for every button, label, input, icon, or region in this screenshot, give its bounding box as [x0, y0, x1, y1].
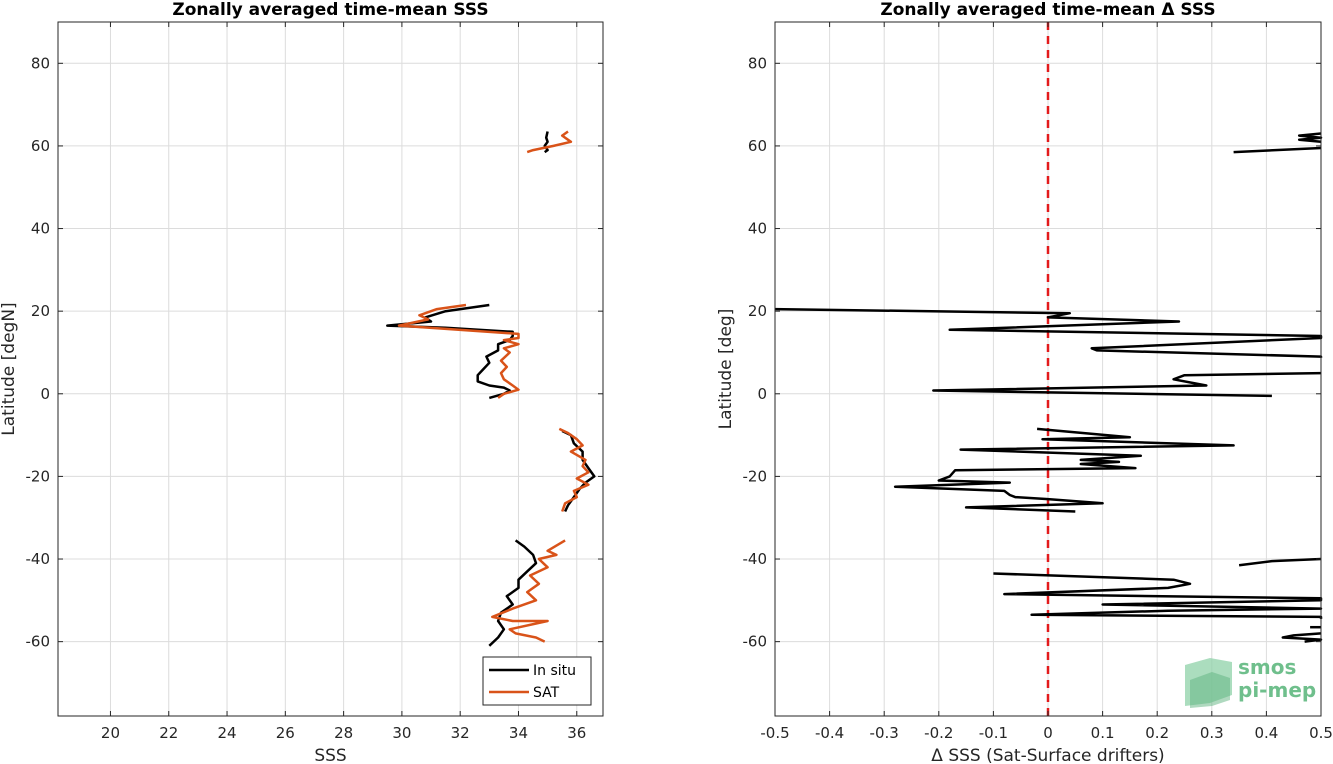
y-tick-label: 40: [31, 220, 50, 238]
in-situ-series-line: [561, 429, 596, 513]
x-tick-label: 28: [334, 724, 353, 742]
y-tick-label: 80: [31, 54, 50, 72]
smos-pimep-logo: smos pi-mep: [1185, 655, 1316, 708]
x-tick-label: 0.1: [1091, 724, 1115, 742]
logo-wave-icon-2: [1190, 672, 1230, 708]
left-grid: [58, 22, 603, 716]
x-tick-label: 32: [451, 724, 470, 742]
x-tick-label: 30: [392, 724, 411, 742]
y-tick-label: -40: [743, 550, 768, 568]
left-data: [386, 130, 596, 647]
y-tick-label: 20: [748, 302, 767, 320]
x-tick-label: -0.1: [979, 724, 1008, 742]
left-axes-box: [57, 21, 604, 717]
x-tick-label: 0.5: [1309, 724, 1333, 742]
y-tick-label: 80: [748, 54, 767, 72]
left-chart-title: Zonally averaged time-mean SSS: [172, 0, 488, 20]
delta-sss-series-line: [932, 371, 1322, 398]
y-tick-label: -60: [743, 633, 768, 651]
x-tick-label: 34: [509, 724, 528, 742]
legend-label-sat: SAT: [533, 685, 560, 701]
sat-series-line: [558, 427, 590, 512]
y-tick-label: 20: [31, 302, 50, 320]
delta-sss-series-line: [1238, 557, 1322, 567]
y-tick-label: 40: [748, 220, 767, 238]
in-situ-series-line: [386, 303, 514, 400]
delta-sss-series-line: [1281, 632, 1323, 643]
y-tick-label: 60: [31, 137, 50, 155]
x-tick-label: 26: [276, 724, 295, 742]
x-tick-label: 24: [217, 724, 236, 742]
y-tick-label: -20: [26, 467, 51, 485]
x-tick-label: 0.3: [1200, 724, 1224, 742]
sat-series-line: [397, 303, 520, 399]
x-tick-label: 36: [567, 724, 586, 742]
y-tick-label: 60: [748, 137, 767, 155]
x-tick-label: 0.2: [1145, 724, 1169, 742]
logo-text-smos: smos: [1238, 655, 1296, 679]
y-tick-label: 0: [40, 385, 50, 403]
x-tick-label: -0.3: [870, 724, 899, 742]
delta-sss-series-line: [1297, 132, 1323, 144]
y-tick-label: -60: [26, 633, 51, 651]
left-x-axis-label: SSS: [314, 746, 346, 764]
x-tick-label: 22: [159, 724, 178, 742]
right-y-axis-label: Latitude [deg]: [716, 309, 736, 430]
x-tick-label: -0.5: [760, 724, 789, 742]
y-tick-label: 0: [757, 385, 767, 403]
x-tick-label: 20: [101, 724, 120, 742]
left-panel: 20 22 24 26 28 30 32 34 36 -60 -40 -20 0 20 40 60 80 Zon…: [0, 0, 604, 764]
sat-series-line: [491, 539, 566, 643]
legend: In situ SAT: [482, 656, 592, 706]
y-tick-label: -40: [26, 550, 51, 568]
delta-sss-series-line: [774, 307, 1323, 358]
sat-series-line: [526, 130, 573, 154]
legend-box: [482, 656, 592, 706]
left-y-axis-label: Latitude [degN]: [0, 302, 19, 435]
in-situ-series-line: [543, 131, 549, 154]
right-chart-title: Zonally averaged time-mean Δ SSS: [880, 0, 1215, 20]
left-ticks: 20 22 24 26 28 30 32 34 36 -60 -40 -20 0 20 40 60 80: [26, 22, 603, 742]
right-ticks: -0.5 -0.4 -0.3 -0.2 -0.1 0 0.1 0.2 0.3 0.4 0.5 -60 -…: [743, 22, 1333, 742]
x-tick-label: 0: [1043, 724, 1053, 742]
right-panel: -0.5 -0.4 -0.3 -0.2 -0.1 0 0.1 0.2 0.3 0.4 0.5 -60 -…: [716, 0, 1333, 764]
logo-text-pimep: pi-mep: [1238, 678, 1316, 702]
x-tick-label: -0.2: [924, 724, 953, 742]
right-x-axis-label: Δ SSS (Sat-Surface drifters): [931, 746, 1164, 764]
x-tick-label: -0.4: [815, 724, 844, 742]
legend-label-insitu: In situ: [533, 663, 576, 679]
delta-sss-series-line: [993, 572, 1323, 619]
y-tick-label: -20: [743, 467, 768, 485]
delta-sss-series-line: [893, 427, 1235, 513]
delta-sss-series-line: [1233, 146, 1322, 154]
x-tick-label: 0.4: [1254, 724, 1278, 742]
in-situ-series-line: [488, 539, 538, 647]
